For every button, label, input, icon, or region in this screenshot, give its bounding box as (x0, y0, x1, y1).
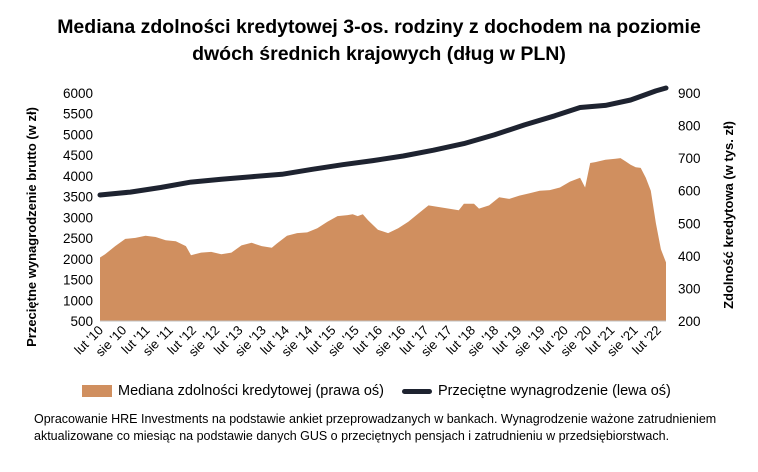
left-tick-label: 1500 (63, 273, 93, 288)
left-tick-label: 4500 (63, 148, 93, 163)
area-series-capacity (100, 158, 666, 321)
right-tick-label: 800 (678, 119, 701, 134)
line-series-wage (97, 85, 669, 198)
left-tick-label: 4000 (63, 169, 93, 184)
right-tick-label: 300 (678, 281, 701, 296)
right-tick-label: 400 (678, 249, 701, 264)
right-tick-label: 900 (678, 86, 701, 101)
legend-label-line: Przeciętne wynagrodzenie (lewa oś) (437, 383, 671, 399)
chart-title-line-1: Mediana zdolności kredytowej 3-os. rodzi… (57, 16, 701, 38)
right-tick-label: 700 (678, 151, 701, 166)
legend-swatch-area (82, 385, 112, 397)
legend-item-area: Mediana zdolności kredytowej (prawa oś) (82, 383, 384, 399)
legend-label-area: Mediana zdolności kredytowej (prawa oś) (118, 383, 384, 399)
legend-swatch-line (401, 388, 432, 394)
chart-title-line-2: dwóch średnich krajowych (dług w PLN) (192, 43, 566, 65)
left-tick-label: 1000 (63, 293, 93, 308)
left-tick-label: 6000 (63, 86, 93, 101)
right-tick-label: 500 (678, 216, 701, 231)
left-tick-label: 3000 (63, 210, 93, 225)
right-axis-title: Zdolność kredytowa (w tys. zł) (721, 121, 736, 309)
left-tick-label: 3500 (63, 190, 93, 205)
left-tick-label: 2000 (63, 252, 93, 267)
chart-title: Mediana zdolności kredytowej 3-os. rodzi… (0, 14, 758, 68)
right-tick-label: 600 (678, 184, 701, 199)
legend-item-line: Przeciętne wynagrodzenie (lewa oś) (401, 383, 671, 399)
source-note: Opracowanie HRE Investments na podstawie… (34, 412, 717, 443)
left-tick-label: 5500 (63, 107, 93, 122)
left-tick-label: 500 (70, 314, 93, 329)
left-tick-label: 5000 (63, 127, 93, 142)
right-tick-label: 200 (678, 314, 701, 329)
legend: Mediana zdolności kredytowej (prawa oś) … (82, 383, 671, 399)
left-axis-title: Przeciętne wynagrodzenie brutto (w zł) (24, 107, 39, 347)
left-tick-label: 2500 (63, 231, 93, 246)
